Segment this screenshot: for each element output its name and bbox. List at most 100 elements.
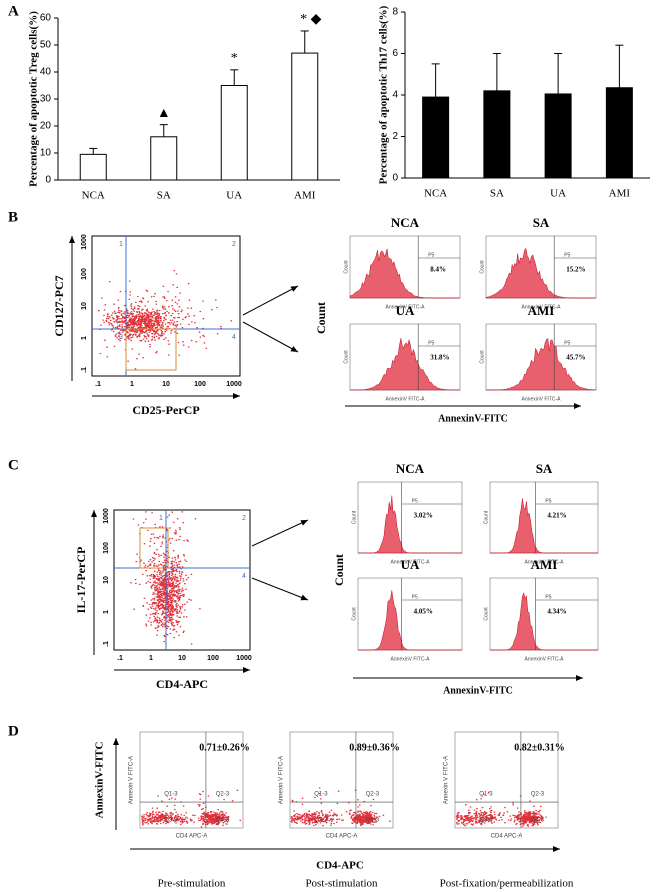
hist-x-label: AnnexinV FITC-A (525, 656, 565, 662)
y-tick-label: 30 (40, 94, 52, 105)
plot-frame (489, 577, 599, 651)
quadrant-label: Q4-3 (216, 818, 230, 824)
event-dots (350, 810, 381, 827)
event-dots (197, 810, 230, 828)
quadrant-label: Q4-3 (531, 818, 545, 824)
plot-frame (139, 731, 244, 829)
y-tick-label: 4 (392, 90, 398, 101)
hist-y-label: Count (343, 350, 349, 364)
quadrant-label: Q1-3 (164, 792, 178, 798)
x-tick-label: AMI (294, 190, 316, 202)
y-tick-label: 2 (392, 131, 398, 142)
quadrant-label: Q2-3 (531, 792, 545, 798)
x-tick-label: NCA (82, 190, 105, 202)
x-tick-label: SA (157, 190, 171, 202)
panel-label: C (8, 457, 19, 473)
hist-y-label: Count (351, 510, 357, 524)
x-tick-label: .1 (95, 381, 101, 388)
hist-y-label: Count (351, 607, 357, 621)
plot-y-label: Annexin V FITC-A (279, 756, 285, 804)
y-tick-label: .1 (81, 367, 88, 373)
y-axis-label: Percentage of apoptotic Th17 cells(%) (378, 5, 390, 184)
arrow (242, 285, 299, 316)
x-axis-label: CD4-APC (316, 860, 364, 872)
histogram (358, 590, 462, 651)
group-label: AMI (528, 303, 555, 318)
histogram (490, 498, 598, 554)
y-tick-label: 1000 (81, 234, 88, 250)
gate-percent: 15.2% (566, 266, 585, 274)
event-dots (290, 810, 351, 827)
plot-frame (357, 481, 463, 554)
y-tick-label: 6 (392, 48, 398, 59)
gate-name: P5 (564, 340, 570, 346)
group-label: UA (401, 557, 420, 572)
histogram (350, 338, 460, 391)
x-tick-label: 100 (194, 381, 206, 388)
x-tick-label: 1 (149, 655, 153, 662)
gate-percent: 4.21% (547, 512, 566, 520)
y-tick-label: 10 (103, 576, 110, 584)
event-dots (513, 809, 547, 827)
y-tick-label: 10 (81, 302, 88, 310)
gate-name: P5 (412, 498, 418, 504)
quadrant-label: Q1-3 (479, 792, 493, 798)
event-dots (97, 269, 233, 370)
bar (483, 90, 511, 179)
x-tick-label: UA (550, 188, 566, 200)
y-tick-label: 1 (103, 610, 110, 614)
quadrant-number: 2 (242, 515, 246, 522)
gate-percent: 4.05% (414, 608, 433, 616)
quadrant-number: 4 (242, 573, 246, 580)
gate-percent: 4.34% (547, 608, 566, 616)
hist-x-label: AnnexinV FITC-A (386, 396, 426, 402)
bar (150, 136, 178, 181)
x-tick-label: 10 (178, 655, 186, 662)
gate (125, 328, 177, 371)
quadrant-label: Q1-3 (314, 792, 328, 798)
x-tick-label: NCA (424, 188, 447, 200)
hist-x-label: AnnexinV FITC-A (391, 559, 431, 565)
y-axis-label: Percentage of apoptotic Treg cells(%) (28, 11, 40, 187)
y-tick-label: 20 (40, 121, 52, 132)
x-tick-label: 1000 (236, 655, 252, 662)
panel-label: D (8, 723, 19, 739)
plot-y-label: Annexin V FITC-A (129, 756, 135, 804)
gate-name: P5 (428, 252, 434, 258)
quadrant-label: Q2-3 (216, 792, 230, 798)
gate-name: P5 (564, 252, 570, 258)
x-tick-label: 1000 (226, 381, 242, 388)
event-dots (144, 544, 190, 643)
y-tick-label: 100 (81, 268, 88, 280)
hist-x-label: AnnexinV FITC-A (386, 304, 426, 310)
histogram (490, 591, 598, 651)
gate-percent: 8.4% (430, 266, 446, 274)
group-label: NCA (391, 215, 420, 230)
y-tick-label: 1000 (103, 508, 110, 524)
quadrant-label: Q3-3 (479, 818, 493, 824)
gate-name: P5 (545, 594, 551, 600)
y-tick-label: 0 (392, 173, 398, 184)
bar (291, 52, 319, 181)
plot-x-label: CD4 APC-A (176, 834, 208, 840)
bar (605, 87, 633, 179)
panel-label: A (8, 3, 19, 19)
gate-percent: 31.8% (430, 354, 449, 362)
quadrant-number: 4 (232, 334, 236, 341)
quadrant-label: Q3-3 (314, 818, 328, 824)
y-tick-label: 100 (103, 542, 110, 554)
y-axis-label: CD127-PC7 (52, 275, 66, 336)
x-tick-label: AMI (609, 188, 631, 200)
gate-percent: 3.02% (414, 512, 433, 520)
arrow (242, 321, 299, 353)
hist-y-label: Count (483, 510, 489, 524)
quadrant-number: 1 (119, 241, 123, 248)
y-tick-label: 1 (81, 336, 88, 340)
y-tick-label: 0 (45, 175, 51, 186)
y-axis-label: AnnexinV-FITC (94, 742, 106, 819)
gate-percent: 45.7% (566, 354, 585, 362)
hist-x-label: AnnexinV FITC-A (522, 396, 562, 402)
group-label: UA (396, 303, 415, 318)
x-axis-label: AnnexinV-FITC (443, 685, 513, 696)
count-label: Count (314, 302, 328, 334)
